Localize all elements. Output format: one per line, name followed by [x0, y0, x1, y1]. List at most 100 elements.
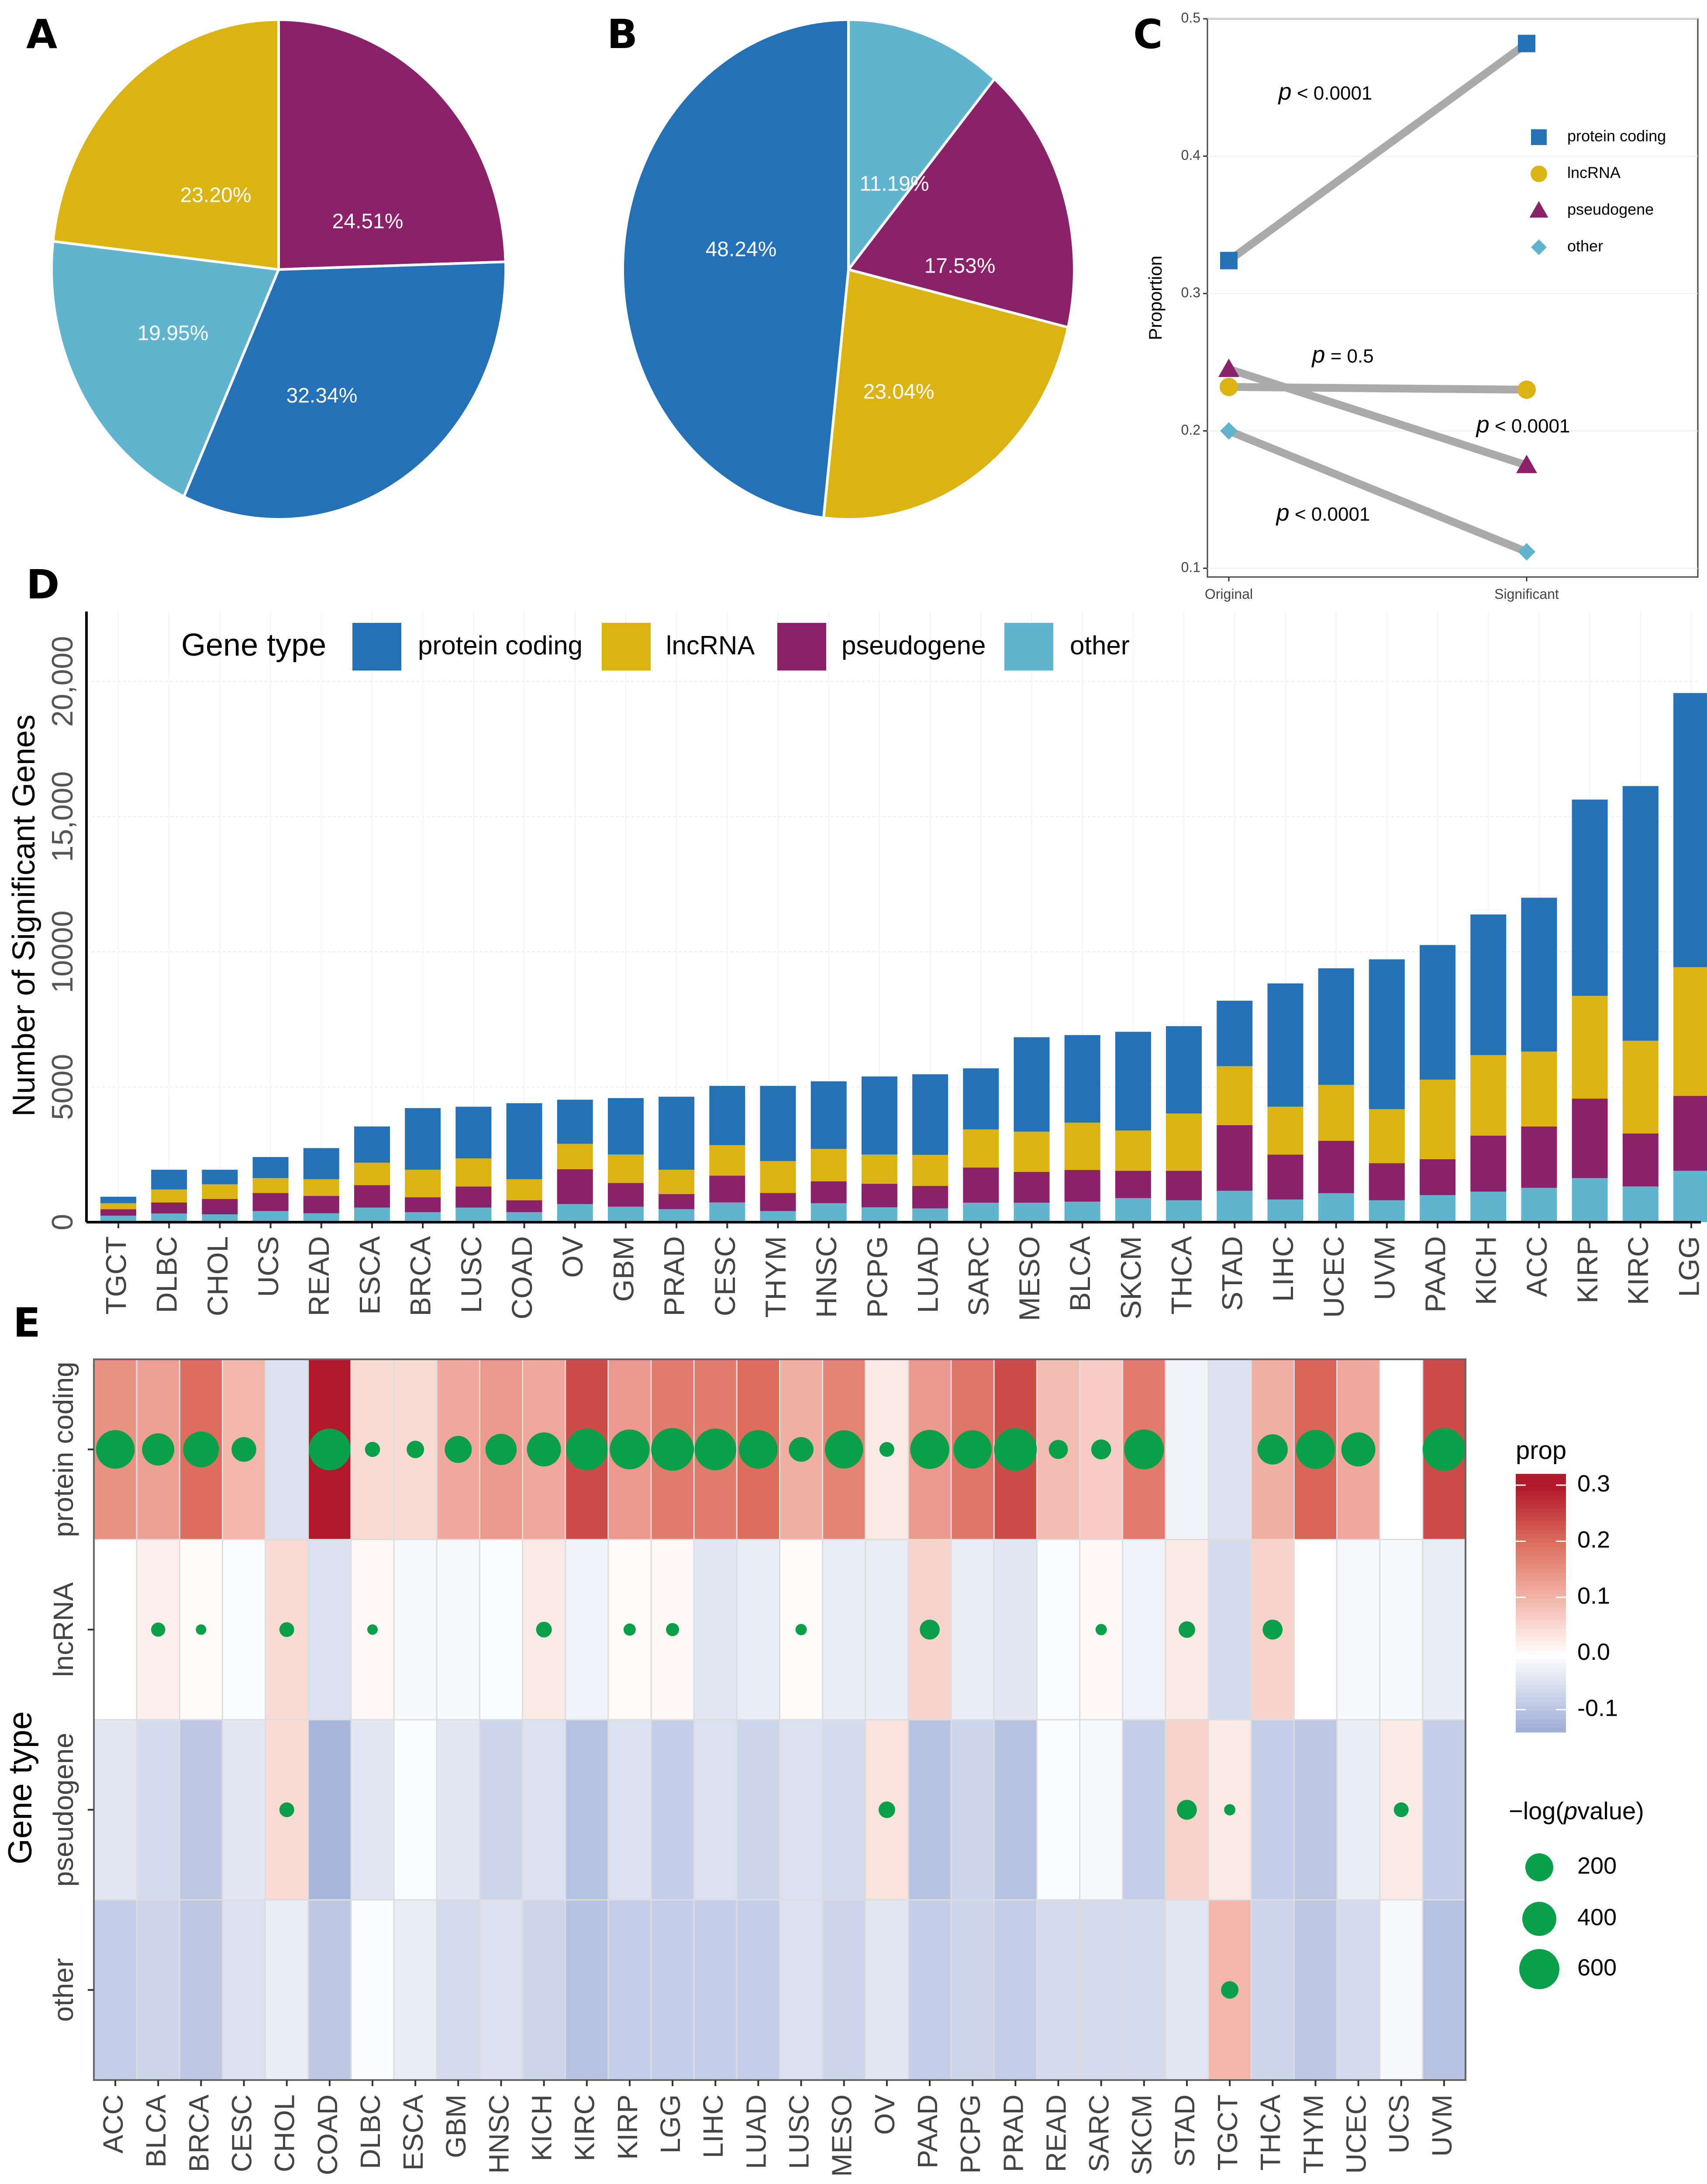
bar-segment-lncRNA [506, 1179, 542, 1200]
p-value-annotation: p < 0.0001 [1276, 500, 1370, 526]
bar-segment-protein-coding [1064, 1035, 1100, 1123]
heatmap-cell [1336, 1719, 1381, 1901]
significance-dot [1124, 1429, 1164, 1469]
bar-segment-lncRNA [1673, 967, 1707, 1096]
x-tick-label: OV [556, 1236, 589, 1278]
bar-segment-lncRNA [1420, 1079, 1456, 1159]
bar-segment-protein-coding [405, 1108, 441, 1170]
heatmap-cell [907, 1719, 952, 1901]
size-legend-dot [1519, 1949, 1559, 1989]
data-point-circle [1517, 380, 1536, 399]
colorbar-segment [1516, 1590, 1566, 1595]
heatmap-cell [221, 1899, 266, 2081]
colorbar-segment [1516, 1702, 1566, 1707]
bar-segment-other [455, 1207, 492, 1222]
colorbar-segment [1516, 1572, 1566, 1578]
colorbar-segment [1516, 1633, 1566, 1638]
x-tick-label: CHOL [269, 2094, 300, 2172]
bar-segment-pseudogene [709, 1175, 745, 1203]
x-tick-label: PCPG [955, 2094, 986, 2174]
bar-segment-pseudogene [1521, 1126, 1557, 1188]
x-tick-label: THCA [1166, 1236, 1198, 1315]
significance-dot [920, 1619, 940, 1640]
bar-segment-pseudogene [607, 1183, 644, 1207]
heatmap-cell [779, 1899, 824, 2081]
x-tick-label: KIRC [1622, 1236, 1654, 1305]
x-tick-label: READ [1040, 2094, 1072, 2172]
colorbar-segment [1516, 1491, 1566, 1496]
p-value-text: < 0.0001 [1490, 415, 1570, 437]
x-tick-label: LIHC [1267, 1236, 1299, 1302]
significance-dot [279, 1622, 294, 1637]
heatmap-cell [565, 1899, 609, 2081]
bar-segment-other [912, 1208, 948, 1222]
heatmap-cell [736, 1719, 780, 1901]
significance-dot [994, 1428, 1037, 1471]
significance-dot [1296, 1430, 1335, 1469]
significance-dot [651, 1428, 694, 1471]
bar-segment-protein-coding [303, 1148, 339, 1179]
bar-segment-lncRNA [963, 1129, 999, 1168]
y-tick-label: 15,000 [46, 771, 79, 862]
bar-segment-lncRNA [709, 1145, 745, 1176]
bar-segment-pseudogene [557, 1169, 593, 1204]
heatmap-cell [1207, 1539, 1252, 1721]
x-tick-label: DLBC [151, 1236, 183, 1313]
heatmap-cell [1165, 1358, 1209, 1540]
significance-dot [666, 1623, 679, 1636]
pie-slice-label: 17.53% [924, 255, 996, 278]
heatmap-cell [950, 1719, 995, 1901]
x-tick-label: LUSC [455, 1236, 487, 1313]
x-tick-label: ACC [97, 2094, 129, 2153]
bar-segment-other [1267, 1199, 1304, 1222]
pie-slice-label: 23.20% [180, 184, 252, 207]
x-tick-label: LUAD [912, 1236, 944, 1313]
x-tick-label: KIRP [612, 2094, 643, 2160]
pie-slice-pseudogene [277, 18, 507, 271]
y-tick-label: 0.5 [1181, 10, 1200, 25]
bar-segment-lncRNA [912, 1154, 948, 1186]
x-tick-label: KICH [1470, 1236, 1502, 1305]
legend-key-lncRNA [602, 623, 651, 670]
bar-segment-lncRNA [202, 1184, 238, 1199]
significance-dot [1262, 1619, 1283, 1640]
significance-dot [1091, 1439, 1111, 1460]
colorbar-segment [1516, 1564, 1566, 1569]
x-tick-label: TGCT [100, 1236, 132, 1315]
significance-dot [231, 1437, 256, 1462]
x-tick-label: BRCA [183, 2094, 214, 2172]
bar-segment-lncRNA [557, 1144, 593, 1169]
bar-segment-other [963, 1203, 999, 1222]
bar-segment-pseudogene [760, 1193, 796, 1211]
colorbar-segment [1516, 1525, 1566, 1531]
colorbar-segment [1516, 1676, 1566, 1681]
bar-segment-other [760, 1211, 796, 1222]
x-tick-label: SARC [1083, 2094, 1115, 2172]
bar-segment-pseudogene [1420, 1159, 1456, 1196]
bar-segment-other [1064, 1201, 1100, 1222]
bar-segment-lncRNA [1014, 1131, 1050, 1172]
panel-label-b: B [607, 11, 638, 58]
bar-segment-pseudogene [455, 1186, 492, 1208]
panel-label-c: C [1133, 11, 1163, 58]
bar-segment-protein-coding [1369, 959, 1405, 1109]
x-tick-label: THCA [1255, 2094, 1286, 2171]
significance-dot [1095, 1624, 1107, 1635]
heatmap-cell [822, 1719, 866, 1901]
colorbar-segment [1516, 1521, 1566, 1526]
legend-label: protein coding [1567, 127, 1666, 145]
x-tick-label: CHOL [201, 1236, 234, 1316]
significance-dot [879, 1442, 894, 1457]
heatmap-cell [736, 1539, 780, 1721]
heatmap-cell [1079, 1899, 1124, 2081]
heatmap-cell [265, 1899, 309, 2081]
size-legend-dot [1525, 1853, 1553, 1881]
x-tick-label: KIRC [569, 2094, 600, 2161]
panel-d-stacked-bar-chart: 0 5000 10000 15,000 20,000 TGCT DLBC CHOL UCS REA… [7, 612, 1707, 1321]
data-point-square [1220, 252, 1238, 270]
bar-segment-other [202, 1214, 238, 1222]
colorbar-segment [1516, 1680, 1566, 1686]
pie-slice-other [847, 18, 997, 273]
x-tick-label: ESCA [397, 2094, 429, 2171]
bar-segment-other [861, 1207, 897, 1222]
